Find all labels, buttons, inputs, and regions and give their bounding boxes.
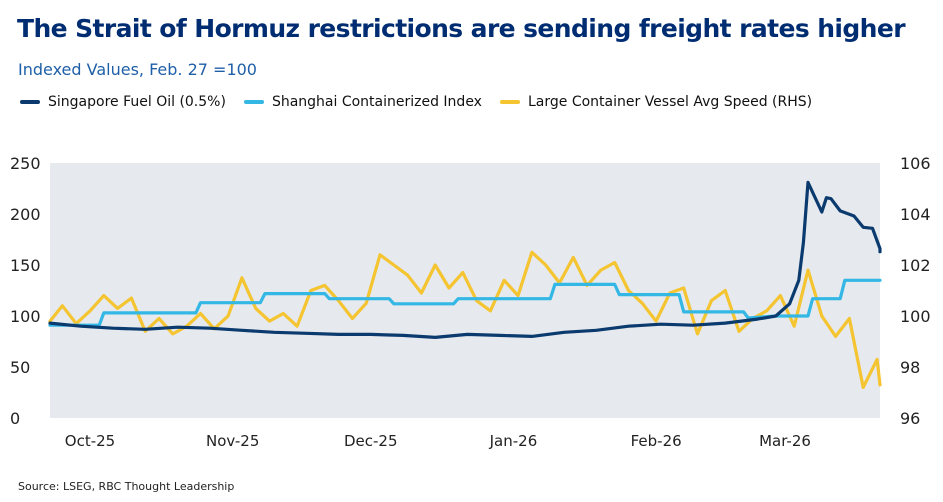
legend-swatch-shanghai-index bbox=[243, 100, 264, 104]
legend-label-vessel-speed: Large Container Vessel Avg Speed (RHS) bbox=[527, 94, 813, 110]
line-chart: 0 50 100 150 200 250 96 98 100 102 104 106 Oct-25 Nov… bbox=[10, 154, 931, 450]
y-left-tick-label: 150 bbox=[10, 256, 41, 275]
y-right-tick-label: 100 bbox=[900, 307, 931, 326]
chart-subtitle: Indexed Values, Feb. 27 =100 bbox=[18, 60, 257, 79]
x-tick-label: Dec-25 bbox=[344, 432, 398, 450]
chart-title: The Strait of Hormuz restrictions are se… bbox=[17, 14, 906, 43]
legend-item-shanghai-index: Shanghai Containerized Index bbox=[243, 94, 482, 110]
x-tick-label: Feb-26 bbox=[631, 432, 682, 450]
y-left-tick-label: 200 bbox=[10, 205, 41, 224]
x-tick-label: Oct-25 bbox=[65, 432, 115, 450]
series-line-shanghai-index bbox=[48, 278, 882, 327]
x-tick-label: Mar-26 bbox=[759, 432, 811, 450]
y-left-tick-label: 0 bbox=[10, 409, 20, 428]
y-left-tick-label: 250 bbox=[10, 154, 41, 173]
legend-swatch-vessel-speed bbox=[499, 100, 520, 104]
plot-background bbox=[50, 163, 880, 418]
legend-swatch-fuel-oil bbox=[20, 100, 40, 104]
x-tick-label: Nov-25 bbox=[206, 432, 259, 450]
legend-item-vessel-speed: Large Container Vessel Avg Speed (RHS) bbox=[499, 94, 813, 110]
legend-item-fuel-oil: Singapore Fuel Oil (0.5%) bbox=[20, 94, 226, 110]
chart-legend: Singapore Fuel Oil (0.5%) Shanghai Conta… bbox=[20, 94, 830, 110]
legend-label-fuel-oil: Singapore Fuel Oil (0.5%) bbox=[48, 94, 226, 110]
legend-label-shanghai-index: Shanghai Containerized Index bbox=[271, 94, 482, 110]
y-left-tick-label: 100 bbox=[10, 307, 41, 326]
series-line-fuel-oil bbox=[48, 180, 882, 339]
source-note: Source: LSEG, RBC Thought Leadership bbox=[18, 480, 235, 493]
y-left-tick-label: 50 bbox=[10, 358, 30, 377]
y-right-tick-label: 96 bbox=[900, 409, 920, 428]
y-right-tick-label: 98 bbox=[900, 358, 920, 377]
y-right-tick-label: 104 bbox=[900, 205, 931, 224]
y-right-tick-label: 106 bbox=[900, 154, 931, 173]
y-right-tick-label: 102 bbox=[900, 256, 931, 275]
x-tick-label: Jan-26 bbox=[489, 432, 538, 450]
